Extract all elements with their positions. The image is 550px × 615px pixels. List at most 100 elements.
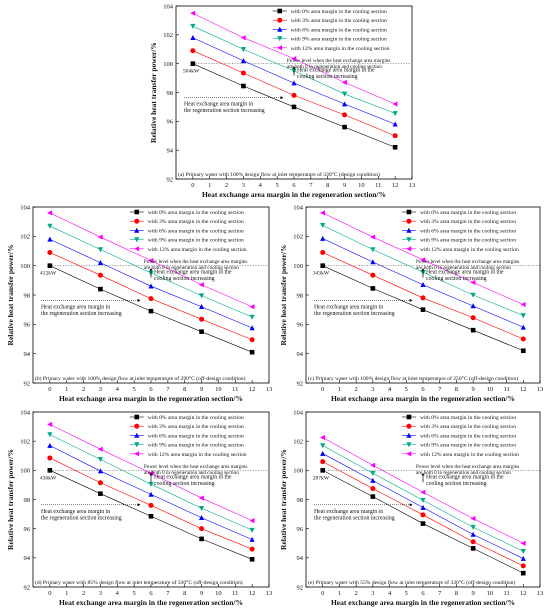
y-tick-label: 92 [297, 584, 304, 591]
data-point [370, 286, 376, 291]
data-point [420, 521, 426, 526]
data-point [249, 325, 255, 331]
data-point [520, 548, 526, 554]
y-axis-label: Relative heat transfer power/% [6, 449, 15, 550]
x-tick-label: 8 [455, 590, 458, 597]
cooling-arrow-head [149, 268, 153, 271]
cooling-arrow-head [149, 472, 153, 476]
x-tick-label: 1 [65, 590, 68, 597]
legend-marker [406, 218, 412, 224]
data-point [98, 286, 103, 292]
data-point [520, 348, 526, 354]
baseline-note-line1: Power level when the heat exchange area … [144, 464, 247, 470]
legend-marker [134, 414, 140, 420]
legend-marker [277, 36, 283, 42]
x-axis-label: Heat exchange area margin in the regener… [59, 394, 243, 403]
legend-marker [134, 442, 140, 448]
x-tick-label: 13 [537, 386, 544, 393]
baseline-note-line2: are both 0 in regeneration and cooling s… [287, 64, 382, 70]
data-point [47, 468, 53, 473]
x-tick-label: 9 [200, 590, 203, 597]
x-tick-label: 5 [276, 182, 279, 189]
data-point [249, 536, 255, 542]
x-tick-label: 10 [487, 386, 494, 393]
y-tick-label: 98 [297, 292, 304, 299]
legend-entry: with 3% area margin in the cooling secti… [148, 424, 244, 430]
x-tick-label: 11 [503, 386, 509, 393]
x-tick-label: 7 [438, 590, 442, 597]
data-point [199, 536, 204, 542]
data-point [47, 263, 53, 268]
baseline-note-line2: are both 0 in regeneration and cooling s… [144, 265, 239, 271]
y-tick-label: 100 [20, 468, 30, 475]
data-point [198, 515, 205, 521]
x-tick-label: 3 [99, 386, 102, 393]
data-point [198, 304, 205, 310]
x-tick-label: 12 [520, 386, 527, 393]
data-point [370, 247, 376, 253]
data-point [320, 249, 326, 255]
regen-note-line1: Heat exchange area margin in [314, 509, 383, 515]
power-label: 412kW [40, 271, 57, 277]
legend-marker [406, 414, 412, 420]
legend-entry: with 6% area margin in the cooling secti… [148, 228, 244, 234]
legend-entry: with 12% area margin in the cooling sect… [291, 46, 390, 52]
baseline-note-line1: Power level when the heat exchange area … [416, 464, 519, 470]
x-axis-label: Heat exchange area margin in the regener… [59, 598, 243, 607]
legend-entry: with 9% area margin in the cooling secti… [420, 238, 516, 244]
x-tick-label: 4 [259, 182, 263, 189]
data-point [249, 349, 255, 355]
x-tick-label: 11 [375, 182, 381, 189]
x-tick-label: 13 [266, 386, 273, 393]
chart-panel-1: 0 1 2 3 4 5 6 7 8 9 10 11 12 1392949698100102104Heat … [6, 204, 272, 403]
x-tick-label: 12 [392, 182, 399, 189]
baseline-note-line2: are both 0 in regeneration and cooling s… [144, 470, 239, 476]
x-tick-label: 6 [149, 386, 153, 393]
data-point [190, 10, 196, 16]
x-tick-label: 2 [355, 386, 358, 393]
data-point [249, 314, 255, 320]
data-point [470, 539, 476, 545]
power-label: 436kW [40, 475, 57, 481]
y-tick-label: 92 [167, 176, 174, 183]
legend-entry: with 6% area margin in the cooling secti… [420, 228, 516, 234]
data-point [392, 121, 398, 127]
data-point [520, 336, 526, 342]
x-tick-label: 12 [249, 386, 256, 393]
y-tick-label: 100 [293, 263, 303, 270]
y-tick-label: 92 [24, 584, 31, 591]
legend-entry: with 12% area margin in the cooling sect… [148, 452, 247, 458]
data-point [47, 455, 53, 461]
cooling-note-line1: Heat exchange area margin in the [297, 68, 375, 74]
data-point [249, 518, 255, 524]
data-point [148, 257, 154, 264]
legend-entry: with 0% area margin in the cooling secti… [420, 210, 516, 216]
y-tick-label: 94 [24, 351, 31, 358]
y-tick-label: 102 [163, 32, 173, 39]
data-point [420, 257, 426, 263]
data-point [148, 296, 154, 302]
y-axis-label: Relative heat transfer power/% [6, 245, 15, 346]
panel-caption: (d) Primary water with 85% design flow a… [35, 579, 243, 586]
data-point [240, 70, 246, 76]
data-point [249, 527, 255, 533]
x-tick-label: 2 [82, 386, 85, 393]
data-point [97, 457, 104, 463]
y-tick-label: 100 [163, 61, 173, 68]
cooling-arrow-head [421, 472, 425, 476]
y-axis-label: Relative heat transfer power/% [149, 42, 158, 143]
power-label: 343kW [313, 271, 330, 277]
cooling-note-line1: Heat exchange area margin in the [426, 270, 504, 276]
x-tick-label: 8 [183, 590, 186, 597]
cooling-note-line1: Heat exchange area margin in the [154, 270, 232, 276]
power-label: 504kW [183, 69, 200, 75]
baseline-note-line1: Power level when the heat exchange area … [287, 58, 390, 64]
data-point [320, 459, 326, 465]
x-tick-label: 4 [116, 590, 120, 597]
data-point [520, 313, 526, 319]
legend-entry: with 9% area margin in the cooling secti… [148, 443, 244, 449]
regen-arrow-head [280, 96, 284, 100]
data-point [370, 494, 376, 499]
legend-marker [134, 237, 140, 243]
